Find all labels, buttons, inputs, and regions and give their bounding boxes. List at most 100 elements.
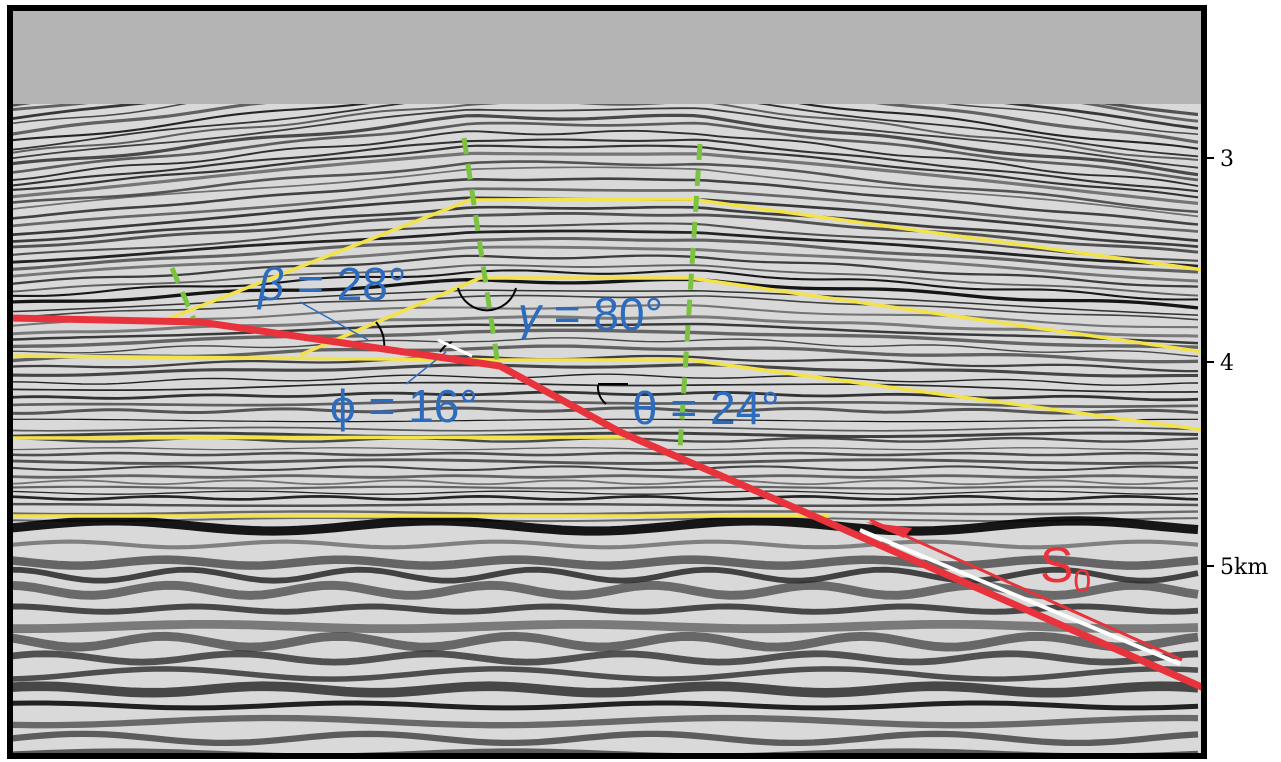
theta-label: θ = 24° <box>632 382 780 434</box>
phi-arc <box>439 341 453 353</box>
reflector-line <box>10 254 1199 288</box>
seismic-image <box>10 8 1204 756</box>
reflector-line <box>10 166 1199 218</box>
reflector-line <box>10 373 1199 386</box>
depth-label-4: 4 <box>1220 351 1234 376</box>
reflector-line <box>10 539 1199 550</box>
reflector-line <box>10 700 1199 711</box>
reflector-line <box>10 458 1199 465</box>
beta-leader <box>299 301 369 341</box>
gamma-value: = 80° <box>541 288 663 340</box>
angle-labels: β = 28° γ = 80° ϕ = 16° θ = 24° <box>256 258 780 434</box>
beta-value: = 28° <box>284 258 406 310</box>
reflector-line <box>10 211 1199 254</box>
reflector-line <box>10 222 1199 262</box>
reflector-line <box>10 714 1199 729</box>
reflector-line <box>10 107 1199 169</box>
reflector-line <box>10 229 1199 268</box>
reflector-line <box>10 426 1199 432</box>
reflector-line <box>10 631 1199 652</box>
reflector-line <box>10 277 1199 310</box>
horizon-3 <box>10 354 1204 432</box>
horizon-2 <box>299 276 1204 357</box>
reflector-line <box>10 354 1198 373</box>
theta-value: = 24° <box>658 382 780 434</box>
gamma-arc <box>457 287 517 312</box>
reflector-line <box>10 337 1199 358</box>
reflector-line <box>10 100 1199 161</box>
fault-label: S0 <box>1040 537 1091 599</box>
reflector-line <box>10 516 1199 536</box>
reflector-line <box>10 187 1199 233</box>
reflector-line <box>10 447 1199 451</box>
reflector-line <box>10 363 1198 378</box>
depth-label-5km: 5km <box>1220 555 1268 580</box>
reflector-line <box>10 485 1199 490</box>
phi-symbol: ϕ <box>330 380 356 432</box>
reflector-line <box>10 479 1199 486</box>
reflector-line <box>10 495 1199 501</box>
reflector-line <box>10 681 1199 698</box>
fault-trace <box>10 314 1204 692</box>
reflector-line <box>10 406 1199 415</box>
reflector-line <box>10 236 1199 274</box>
reflector-line <box>10 138 1199 193</box>
axial-surface-middle <box>461 137 501 366</box>
gamma-symbol: γ <box>518 288 544 340</box>
reflector-line <box>10 144 1199 199</box>
phi-arrow-white <box>437 338 473 358</box>
fault-white-line <box>859 528 1181 666</box>
fault-s0 <box>10 314 1204 692</box>
fault-parallel-line <box>869 518 1183 662</box>
figure-frame <box>7 5 1207 759</box>
reflector-line <box>10 328 1199 349</box>
reflector-line <box>10 510 1199 516</box>
reflector-line <box>10 151 1199 205</box>
reflector-line <box>10 555 1199 570</box>
theta-symbol: θ <box>632 382 658 434</box>
reflector-line <box>10 294 1199 321</box>
fault-label-subscript: 0 <box>1073 563 1091 599</box>
reflector-line <box>10 264 1199 297</box>
axial-surface-left <box>169 267 198 323</box>
fault-slip-arrow <box>866 522 912 538</box>
phi-label: ϕ = 16° <box>330 380 478 432</box>
reflector-line <box>10 502 1199 508</box>
reflector-line <box>10 177 1199 226</box>
axial-surfaces <box>169 137 703 449</box>
reflector-line <box>10 650 1199 666</box>
horizon-4 <box>10 435 641 440</box>
reflector-line <box>10 129 1199 187</box>
reflector-line <box>10 603 1199 615</box>
beta-label: β = 28° <box>256 258 406 310</box>
reflector-line <box>10 474 1198 479</box>
reflector-line <box>10 121 1199 182</box>
depth-label-3: 3 <box>1220 147 1234 172</box>
reflector-line <box>10 431 1199 438</box>
horizons <box>10 197 1204 518</box>
reflector-line <box>10 381 1199 393</box>
reflector-line <box>10 304 1199 329</box>
reflector-line <box>10 666 1199 682</box>
reflector-line <box>10 113 1199 177</box>
reflector-line <box>10 490 1199 495</box>
reflector-line <box>10 245 1199 283</box>
reflector-line <box>10 205 1199 248</box>
reflector-line <box>10 269 1199 301</box>
water-column <box>10 8 1204 104</box>
theta-arc <box>596 384 607 405</box>
angle-arcs <box>375 287 628 405</box>
reflector-line <box>10 322 1199 345</box>
reflector-line <box>10 465 1199 472</box>
reflector-line <box>10 451 1199 457</box>
reflector-line <box>10 390 1199 402</box>
reflector-line <box>10 160 1199 214</box>
horizon-1 <box>159 197 1204 324</box>
gamma-label: γ = 80° <box>518 288 663 340</box>
depth-axis: 3 4 5km <box>1204 147 1268 580</box>
fault-label-main: S <box>1040 537 1073 593</box>
beta-symbol: β <box>256 258 284 310</box>
reflector-line <box>10 730 1199 747</box>
phi-value: = 16° <box>356 380 478 432</box>
